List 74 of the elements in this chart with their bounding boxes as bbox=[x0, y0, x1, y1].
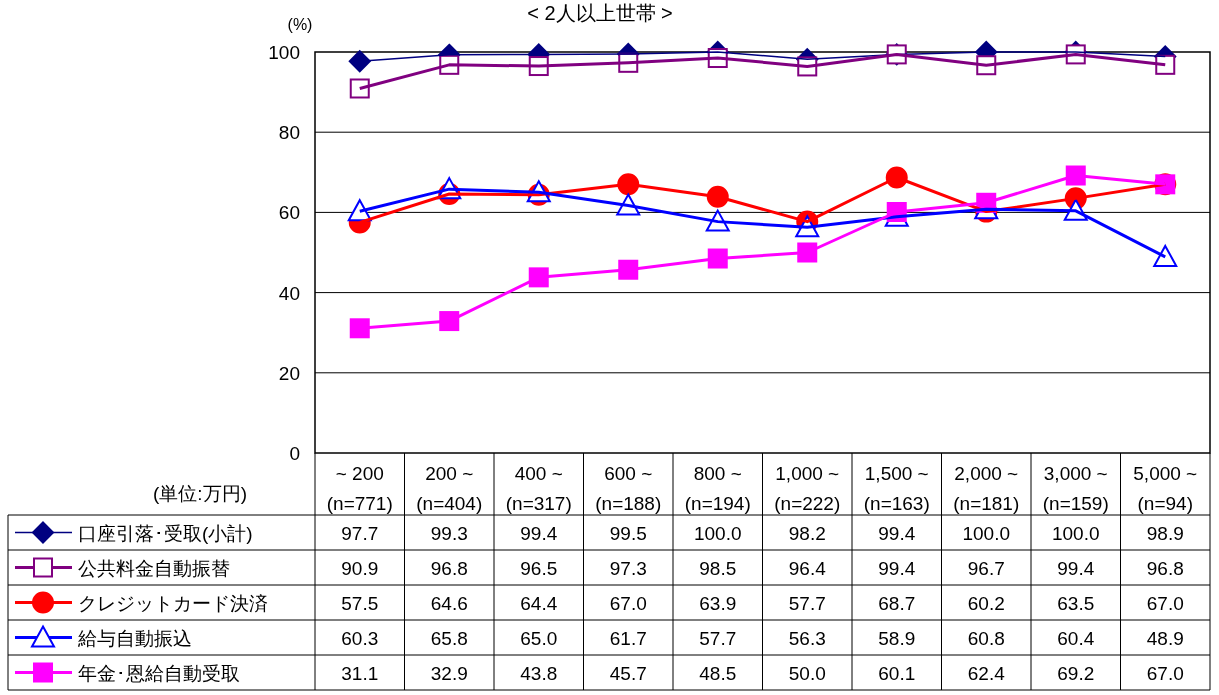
data-label: 99.5 bbox=[609, 522, 647, 544]
data-label: 96.5 bbox=[520, 557, 558, 579]
data-label: 99.4 bbox=[520, 522, 558, 544]
data-label: 57.7 bbox=[788, 592, 826, 614]
data-label: 99.4 bbox=[878, 522, 916, 544]
y-tick-label: 20 bbox=[278, 362, 300, 384]
data-label: 96.4 bbox=[788, 557, 827, 579]
data-label: 60.2 bbox=[967, 592, 1005, 614]
x-tick-label: 1,500 ~ (n=163) bbox=[863, 463, 930, 514]
data-label: 60.1 bbox=[878, 662, 916, 684]
legend-label: 年金･恩給自動受取 bbox=[78, 662, 240, 684]
y-tick-label: 0 bbox=[289, 443, 300, 464]
data-label: 50.0 bbox=[788, 662, 826, 684]
data-label: 98.9 bbox=[1146, 522, 1184, 544]
data-label: 97.3 bbox=[609, 557, 647, 579]
data-label: 60.3 bbox=[341, 627, 379, 649]
data-label: 64.4 bbox=[520, 592, 558, 614]
x-tick-label: 2,000 ~ (n=181) bbox=[953, 463, 1020, 514]
legend-label: 口座引落･受取(小計) bbox=[78, 522, 253, 544]
data-label: 31.1 bbox=[341, 662, 379, 684]
x-tick-label: 1,000 ~ (n=222) bbox=[774, 463, 841, 514]
x-tick-label: 200 ~ (n=404) bbox=[416, 463, 483, 514]
data-label: 65.8 bbox=[430, 627, 468, 649]
data-label: 57.7 bbox=[699, 627, 737, 649]
data-label: 99.4 bbox=[1057, 557, 1095, 579]
y-tick-label: 40 bbox=[278, 282, 300, 304]
data-label: 67.0 bbox=[1146, 592, 1184, 614]
data-label: 67.0 bbox=[609, 592, 647, 614]
data-label: 32.9 bbox=[430, 662, 468, 684]
y-tick-label: 60 bbox=[278, 202, 300, 224]
data-label: 62.4 bbox=[967, 662, 1006, 684]
data-label: 100.0 bbox=[693, 522, 742, 544]
data-label: 99.4 bbox=[878, 557, 916, 579]
data-label: 45.7 bbox=[609, 662, 647, 684]
data-label: 100.0 bbox=[962, 522, 1011, 544]
x-tick-label: 800 ~ (n=194) bbox=[684, 463, 751, 514]
data-label: 65.0 bbox=[520, 627, 558, 649]
data-label: 100.0 bbox=[1051, 522, 1100, 544]
y-axis-title: (%) bbox=[287, 16, 313, 33]
y-tick-label: 100 bbox=[268, 42, 300, 63]
data-label: 67.0 bbox=[1146, 662, 1184, 684]
data-label: 90.9 bbox=[341, 557, 379, 579]
x-tick-label: 400 ~ (n=317) bbox=[505, 463, 572, 514]
data-label: 96.8 bbox=[1146, 557, 1184, 579]
legend-label: 給与自動振込 bbox=[77, 627, 192, 649]
data-label: 96.7 bbox=[967, 557, 1005, 579]
data-label: 98.2 bbox=[788, 522, 826, 544]
text: (単位:万円) bbox=[153, 483, 247, 504]
data-label: 69.2 bbox=[1057, 662, 1095, 684]
data-label: 48.5 bbox=[699, 662, 737, 684]
data-label: 57.5 bbox=[341, 592, 379, 614]
data-label: 48.9 bbox=[1146, 627, 1184, 649]
data-label: 99.3 bbox=[430, 522, 468, 544]
data-label: 68.7 bbox=[878, 592, 916, 614]
data-label: 63.9 bbox=[699, 592, 737, 614]
x-tick-label: 600 ~ (n=188) bbox=[595, 463, 662, 514]
y-tick-label: 80 bbox=[278, 122, 300, 144]
data-label: 61.7 bbox=[609, 627, 647, 649]
data-label: 96.8 bbox=[430, 557, 468, 579]
data-label: 60.4 bbox=[1057, 627, 1095, 649]
legend-label: クレジットカード決済 bbox=[78, 592, 268, 614]
legend-label: 公共料金自動振替 bbox=[78, 557, 230, 579]
x-tick-label: ~ 200 (n=771) bbox=[326, 463, 393, 514]
x-tick-label: 3,000 ~ (n=159) bbox=[1042, 463, 1109, 514]
data-label: 63.5 bbox=[1057, 592, 1095, 614]
data-label: 64.6 bbox=[430, 592, 468, 614]
chart-title: < 2人以上世帯 > bbox=[527, 2, 673, 24]
data-label: 56.3 bbox=[788, 627, 826, 649]
data-label: 60.8 bbox=[967, 627, 1005, 649]
data-label: 43.8 bbox=[520, 662, 558, 684]
x-tick-label: 5,000 ~ (n=94) bbox=[1133, 463, 1198, 514]
data-label: 98.5 bbox=[699, 557, 737, 579]
data-label: 97.7 bbox=[341, 522, 379, 544]
data-label: 58.9 bbox=[878, 627, 916, 649]
